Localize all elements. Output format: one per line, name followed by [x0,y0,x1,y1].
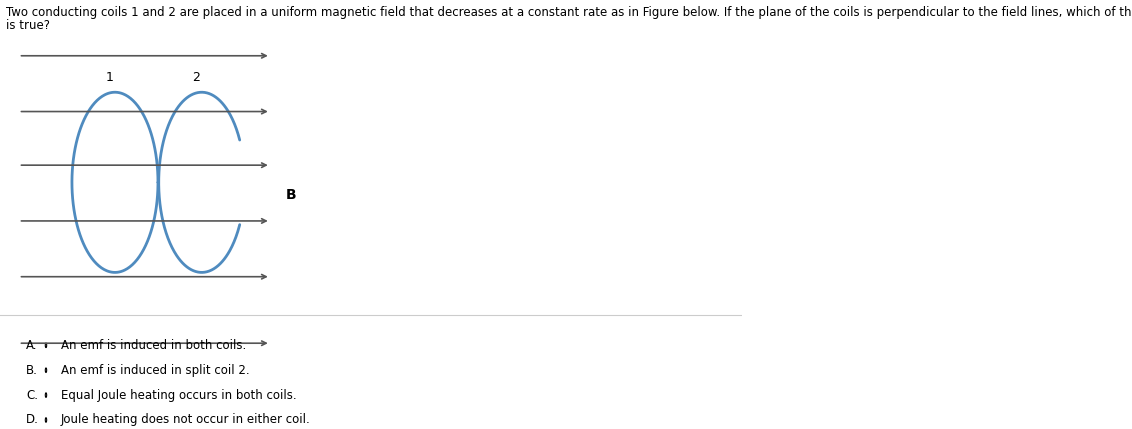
Text: D.: D. [26,414,38,426]
Text: An emf is induced in split coil 2.: An emf is induced in split coil 2. [61,364,249,377]
Text: A.: A. [26,339,37,352]
Text: Equal Joule heating occurs in both coils.: Equal Joule heating occurs in both coils… [61,389,297,402]
Text: B: B [285,188,297,202]
Text: Joule heating does not occur in either coil.: Joule heating does not occur in either c… [61,414,310,426]
Text: 1: 1 [105,71,113,84]
Text: An emf is induced in both coils.: An emf is induced in both coils. [61,339,246,352]
Text: is true?: is true? [6,19,50,32]
Text: 2: 2 [192,71,200,84]
Text: Two conducting coils 1 and 2 are placed in a uniform magnetic field that decreas: Two conducting coils 1 and 2 are placed … [6,6,1132,19]
Text: B.: B. [26,364,37,377]
Text: C.: C. [26,389,38,402]
